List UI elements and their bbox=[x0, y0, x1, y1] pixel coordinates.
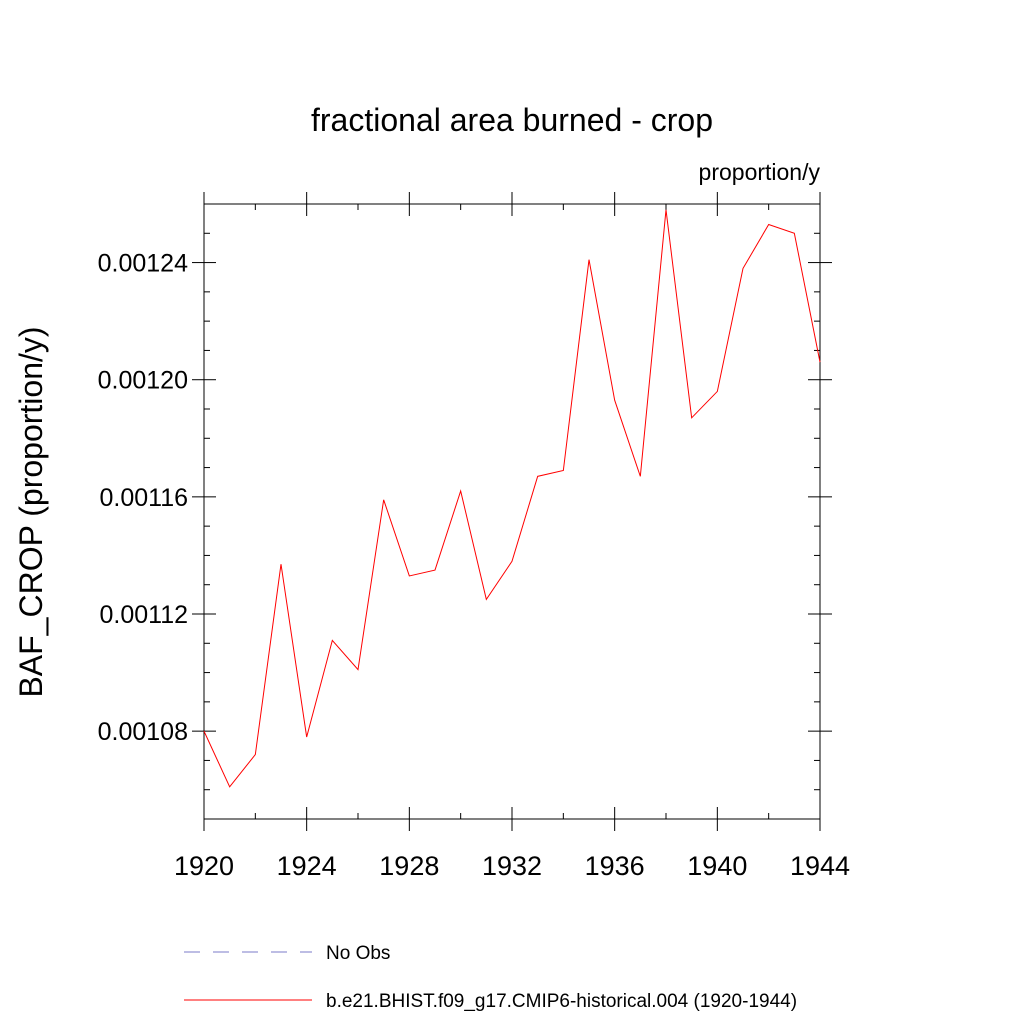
y-tick-label: 0.00116 bbox=[99, 484, 188, 512]
units-label: proportion/y bbox=[699, 159, 821, 185]
plot-frame bbox=[203, 203, 821, 820]
x-tick-label: 1940 bbox=[687, 851, 747, 881]
tick-labels: 1920 1924 1928 1932 1936 1940 1944 0.00108 0.001… bbox=[98, 250, 850, 881]
legend-entry-label: b.e21.BHIST.f09_g17.CMIP6-historical.004… bbox=[326, 991, 797, 1012]
legend: No Obs b.e21.BHIST.f09_g17.CMIP6-historic… bbox=[184, 943, 797, 1012]
chart-title: fractional area burned - crop bbox=[311, 102, 713, 138]
x-tick-label: 1944 bbox=[790, 851, 850, 881]
series-group bbox=[203, 209, 821, 788]
y-tick-label: 0.00108 bbox=[98, 718, 188, 746]
x-tick-label: 1936 bbox=[585, 851, 645, 881]
y-tick-label: 0.00124 bbox=[98, 250, 188, 278]
y-tick-label: 0.00112 bbox=[99, 601, 188, 629]
y-tick-label: 0.00120 bbox=[98, 367, 188, 395]
y-axis-label: BAF_CROP (proportion/y) bbox=[13, 326, 49, 697]
x-tick-label: 1924 bbox=[277, 851, 337, 881]
x-tick-label: 1932 bbox=[482, 851, 542, 881]
series-line bbox=[203, 209, 821, 788]
plot-axes bbox=[192, 192, 832, 831]
x-tick-label: 1928 bbox=[379, 851, 439, 881]
x-tick-label: 1920 bbox=[174, 851, 234, 881]
legend-entry-label: No Obs bbox=[326, 943, 390, 964]
